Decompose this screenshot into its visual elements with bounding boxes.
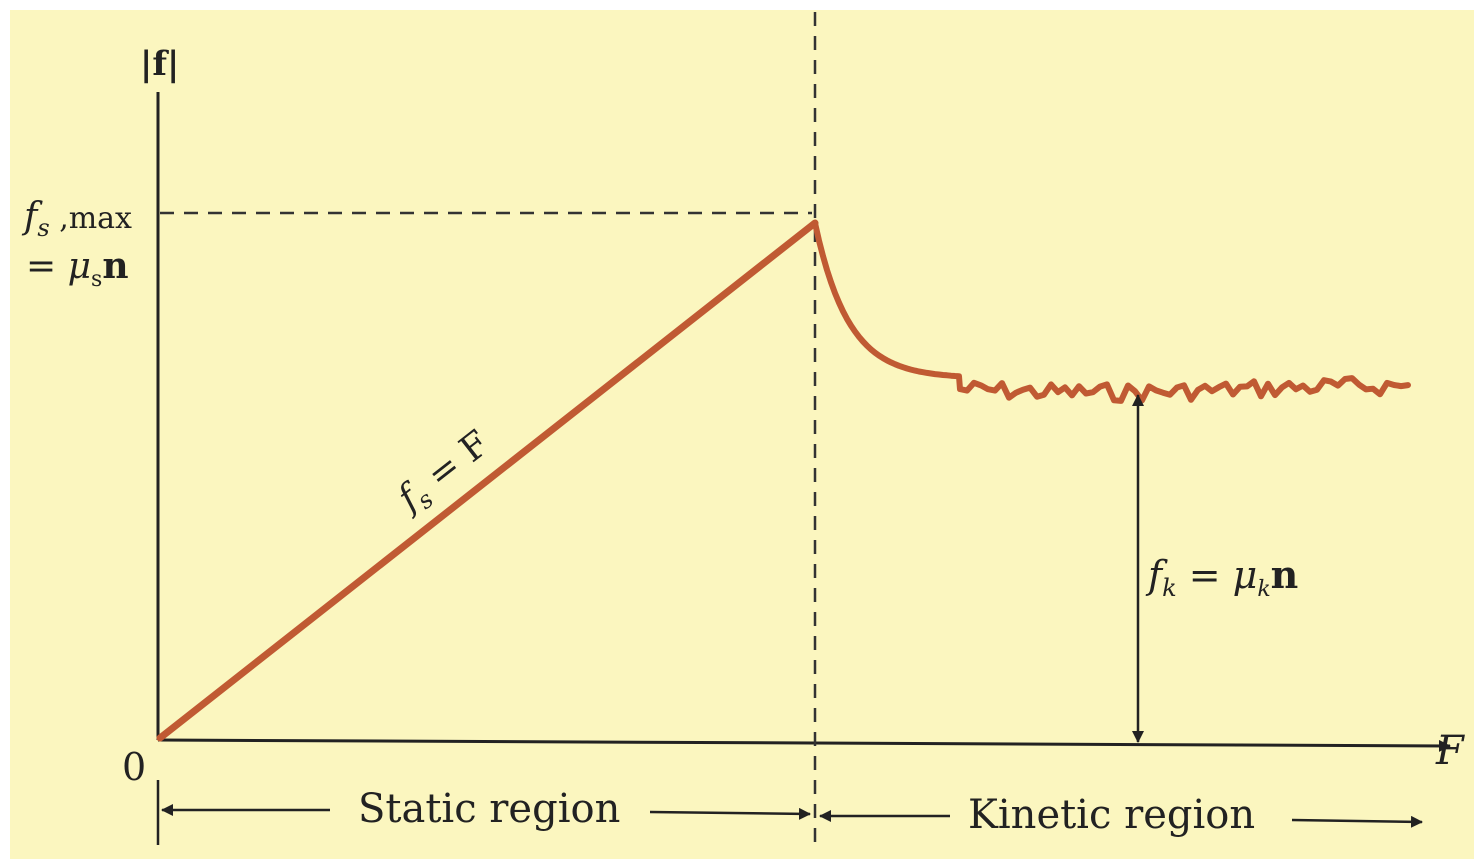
- kinetic-region-arrow-right: [1291, 815, 1423, 828]
- kinetic-level-label: fk = μkn: [1145, 552, 1298, 602]
- x-axis: [157, 738, 1451, 752]
- y-axis-label: |f|: [140, 44, 179, 84]
- fs-max-label-line2: = μsn: [26, 245, 129, 292]
- paper-background: [10, 10, 1474, 859]
- static-friction-line: [156, 219, 819, 742]
- origin-label: 0: [122, 745, 146, 789]
- static-region-arrow-right: [649, 807, 811, 820]
- x-axis-label: F: [1435, 728, 1465, 774]
- fs-max-label-line1: fs ,max: [21, 196, 132, 242]
- kinetic-friction-curve: [812, 220, 1411, 404]
- static-region-label: Static region: [358, 786, 620, 832]
- kinetic-region-label: Kinetic region: [968, 792, 1255, 838]
